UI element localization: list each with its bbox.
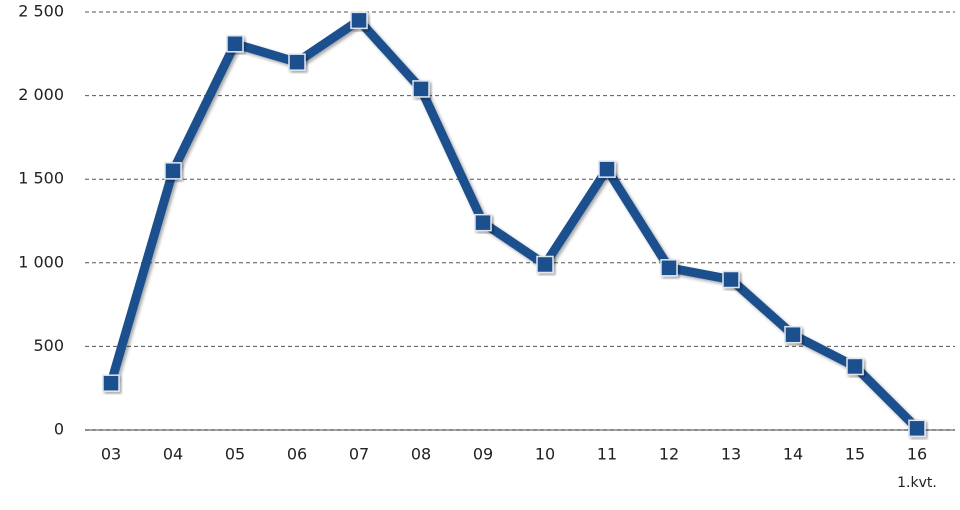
y-tick-label: 2 000 xyxy=(18,85,64,104)
x-tick-label: 07 xyxy=(349,445,369,464)
data-line xyxy=(106,15,921,432)
x-tick-label: 04 xyxy=(163,445,183,464)
data-point xyxy=(102,374,120,392)
y-tick-label: 500 xyxy=(33,336,64,355)
x-tick-label: 03 xyxy=(101,445,121,464)
x-tick-label: 11 xyxy=(597,445,617,464)
data-point xyxy=(598,160,616,178)
data-point xyxy=(350,11,368,30)
annotation: 1.kvt. xyxy=(897,475,937,491)
x-tick-label: 12 xyxy=(659,445,679,464)
data-point xyxy=(660,259,678,277)
data-point xyxy=(908,419,926,438)
data-point xyxy=(784,325,802,344)
x-tick-label: 16 xyxy=(907,445,927,464)
data-point xyxy=(536,255,554,274)
x-tick-label: 08 xyxy=(411,445,431,464)
data-point xyxy=(226,35,244,53)
x-tick-label: 10 xyxy=(535,445,555,464)
data-point xyxy=(412,80,430,98)
y-tick-label: 0 xyxy=(54,420,64,439)
x-tick-label: 15 xyxy=(845,445,865,464)
x-tick-label: 13 xyxy=(721,445,741,464)
data-point xyxy=(288,53,306,71)
data-point xyxy=(164,162,182,180)
data-point xyxy=(474,213,492,232)
x-tick-label: 05 xyxy=(225,445,245,464)
x-tick-label: 06 xyxy=(287,445,307,464)
y-tick-label: 1 000 xyxy=(18,252,64,271)
x-tick-label: 09 xyxy=(473,445,493,464)
x-tick-label: 14 xyxy=(783,445,803,464)
data-point xyxy=(722,270,740,289)
data-point xyxy=(846,357,864,376)
y-tick-label: 2 500 xyxy=(18,2,64,21)
y-tick-label: 1 500 xyxy=(18,169,64,188)
